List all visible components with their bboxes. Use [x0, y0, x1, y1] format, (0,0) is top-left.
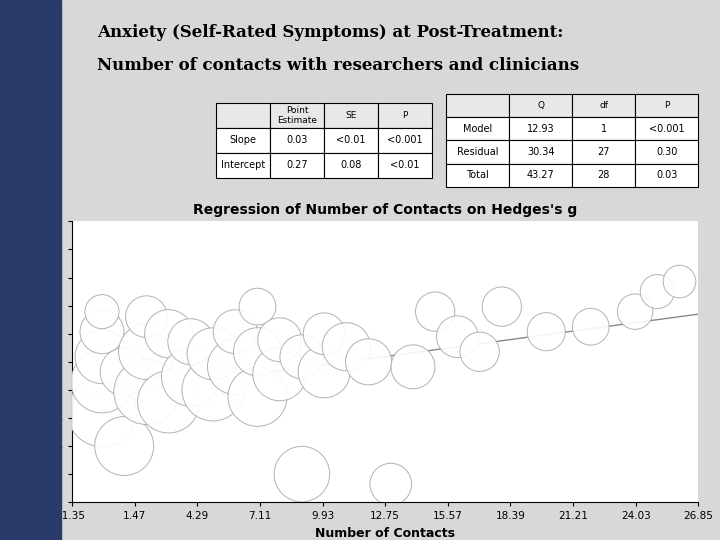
Point: [474, 347, 485, 356]
Point: [118, 368, 130, 376]
Point: [252, 393, 264, 401]
Point: [274, 335, 285, 344]
Point: [318, 329, 330, 338]
Point: [274, 369, 285, 378]
Point: [296, 353, 307, 361]
Point: [207, 349, 219, 358]
Point: [230, 362, 241, 371]
Point: [429, 307, 441, 316]
Point: [363, 357, 374, 366]
Point: [318, 368, 330, 376]
Point: [140, 312, 152, 321]
Point: [96, 353, 108, 361]
Point: [674, 277, 685, 286]
Point: [230, 327, 241, 336]
Text: Number of contacts with researchers and clinicians: Number of contacts with researchers and …: [97, 57, 580, 73]
Point: [96, 327, 108, 336]
Text: Anxiety (Self-Rated Symptoms) at Post-Treatment:: Anxiety (Self-Rated Symptoms) at Post-Tr…: [97, 24, 564, 41]
X-axis label: Number of Contacts: Number of Contacts: [315, 527, 455, 540]
Point: [185, 373, 197, 381]
Point: [541, 327, 552, 336]
Point: [140, 388, 152, 396]
Point: [96, 408, 108, 416]
Point: [96, 377, 108, 386]
Point: [629, 307, 641, 316]
Point: [585, 322, 596, 331]
Point: [451, 333, 463, 341]
Point: [341, 342, 352, 351]
Point: [207, 386, 219, 394]
Point: [496, 302, 508, 311]
Point: [163, 329, 174, 338]
Point: [163, 397, 174, 406]
Point: [296, 470, 307, 478]
Point: [252, 347, 264, 356]
Point: [385, 480, 397, 489]
Point: [140, 347, 152, 356]
Point: [652, 287, 663, 296]
Point: [185, 338, 197, 346]
Title: Regression of Number of Contacts on Hedges's g: Regression of Number of Contacts on Hedg…: [193, 204, 577, 218]
Point: [408, 362, 419, 371]
Point: [96, 307, 108, 316]
Y-axis label: Hedges's g: Hedges's g: [20, 323, 33, 400]
Point: [252, 302, 264, 311]
Point: [118, 442, 130, 450]
